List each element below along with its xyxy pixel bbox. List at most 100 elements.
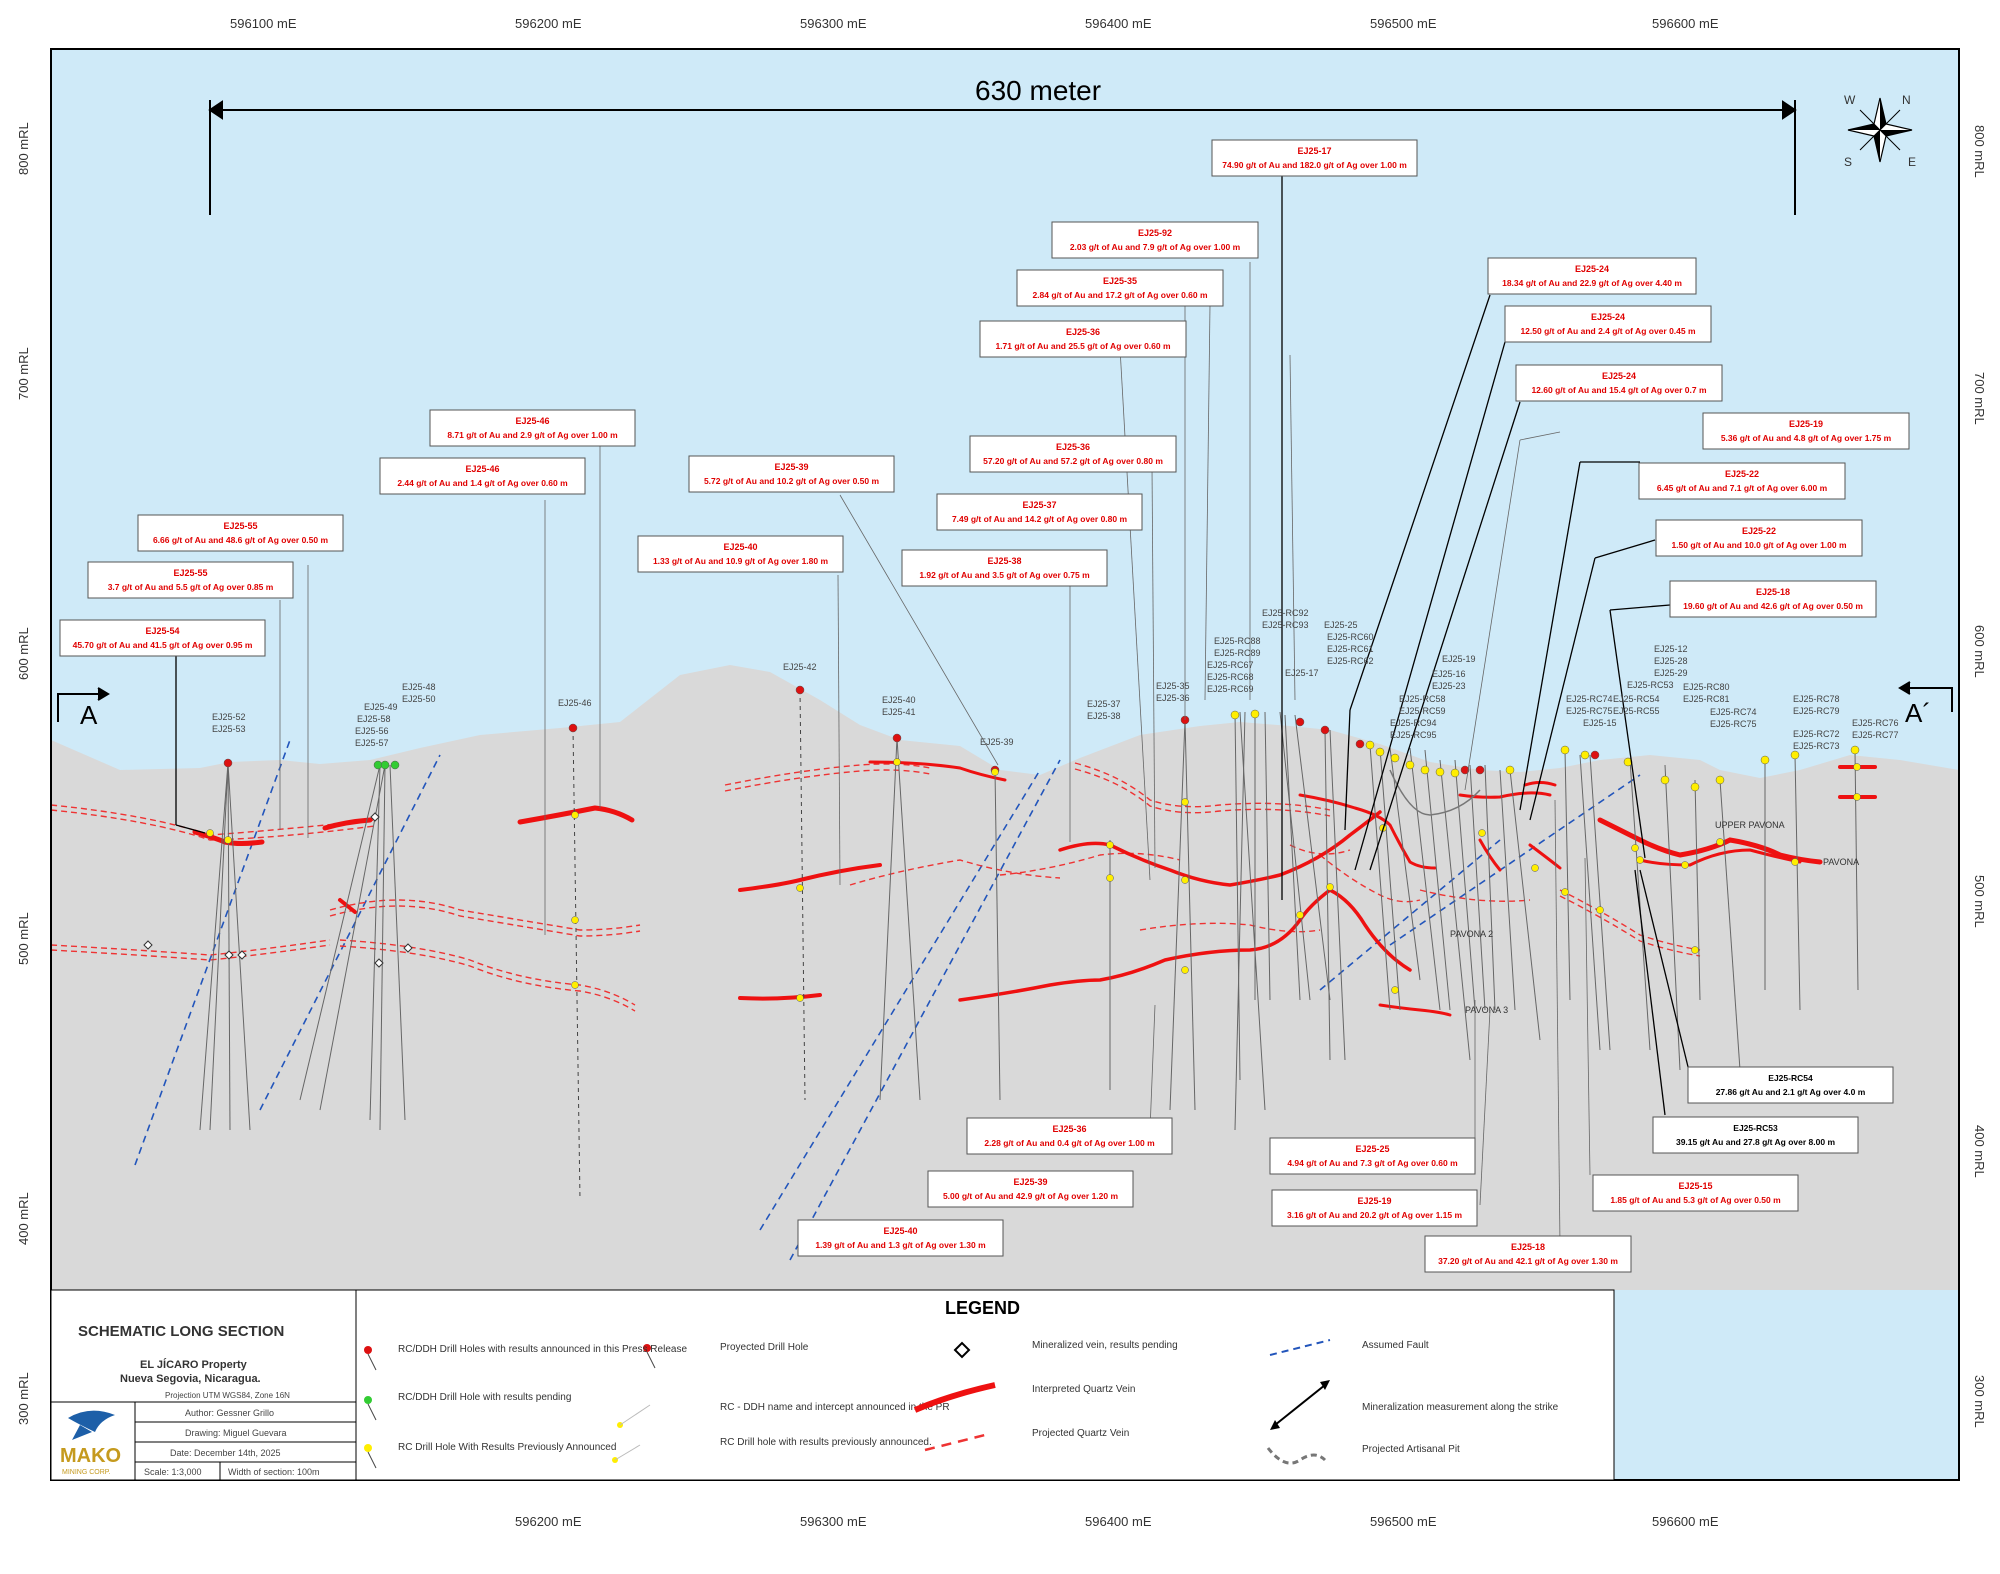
drill-hole-label: EJ25-RC89 — [1214, 648, 1261, 658]
intercept-hole: EJ25-17 — [1297, 146, 1331, 156]
intercept-box-frame — [927, 1170, 1134, 1208]
intercept-hole: EJ25-54 — [145, 626, 179, 636]
intercept-box: EJ25-54 45.70 g/t of Au and 41.5 g/t of A… — [59, 619, 266, 657]
vein-label: PAVONA 2 — [1450, 929, 1493, 939]
intercept-box: EJ25-36 57.20 g/t of Au and 57.2 g/t of A… — [969, 435, 1177, 473]
intercept-box: EJ25-15 1.85 g/t of Au and 5.3 g/t of Ag … — [1592, 1174, 1799, 1212]
compass-e: E — [1908, 155, 1916, 169]
intercept-value: 4.94 g/t of Au and 7.3 g/t of Ag over 0.… — [1287, 1158, 1458, 1168]
collars-previous — [1230, 709, 1860, 792]
intercept-hole: EJ25-35 — [1103, 276, 1137, 286]
y-tick-left: 400 mRL — [16, 1192, 31, 1245]
intercept-box: EJ25-17 74.90 g/t of Au and 182.0 g/t of … — [1211, 139, 1418, 177]
faults — [134, 739, 1641, 1261]
pending-diamonds — [143, 812, 413, 968]
author: Author: Gessner Grillo — [185, 1408, 274, 1418]
drill-hole-label: EJ25-RC76 — [1852, 718, 1899, 728]
intercept-box-frame — [797, 1219, 1004, 1257]
drill-hole-label: EJ25-56 — [355, 726, 389, 736]
intercept-box-frame — [87, 561, 294, 599]
intercept-box: EJ25-19 3.16 g/t of Au and 20.2 g/t of Ag… — [1271, 1189, 1478, 1227]
intercept-box: EJ25-40 1.39 g/t of Au and 1.3 g/t of Ag … — [797, 1219, 1004, 1257]
intercept-box-frame — [1655, 519, 1863, 557]
legend-label: Projected Artisanal Pit — [1362, 1444, 1460, 1455]
x-tick-bottom: 596200 mE — [515, 1514, 582, 1529]
intercept-box-frame — [1211, 139, 1418, 177]
intercept-hole: EJ25-40 — [723, 542, 757, 552]
intercept-value: 1.50 g/t of Au and 10.0 g/t of Ag over 1… — [1671, 540, 1847, 550]
drill-hole-label: EJ25-RC94 — [1390, 718, 1437, 728]
intercept-points — [206, 758, 1861, 1002]
intercept-box-frame — [429, 409, 636, 447]
intercept-value: 12.60 g/t of Au and 15.4 g/t of Ag over … — [1531, 385, 1707, 395]
intercept-hole: EJ25-55 — [223, 521, 257, 531]
intercept-hole: EJ25-36 — [1066, 327, 1100, 337]
intercept-box: EJ25-38 1.92 g/t of Au and 3.5 g/t of Ag … — [901, 549, 1108, 587]
drill-hole-label: EJ25-RC75 — [1566, 706, 1613, 716]
intercept-value: 1.85 g/t of Au and 5.3 g/t of Ag over 0.… — [1610, 1195, 1781, 1205]
drill-hole-label: EJ25-57 — [355, 738, 389, 748]
section-a-prime-label: A´ — [1905, 698, 1931, 728]
intercept-value: 1.39 g/t of Au and 1.3 g/t of Ag over 1.… — [815, 1240, 986, 1250]
y-axis-right: 800 mRL 700 mRL 600 mRL 500 mRL 400 mRL … — [1972, 125, 1987, 1428]
intercept-box: EJ25-18 19.60 g/t of Au and 42.6 g/t of A… — [1669, 580, 1877, 618]
drill-hole-label: EJ25-RC62 — [1327, 656, 1374, 666]
scale-text: Scale: 1:3,000 — [144, 1467, 202, 1477]
intercept-box-frame — [137, 514, 344, 552]
legend-label: Assumed Fault — [1362, 1340, 1429, 1351]
intercept-box: EJ25-24 12.60 g/t of Au and 15.4 g/t of A… — [1515, 364, 1723, 402]
intercept-box: EJ25-39 5.00 g/t of Au and 42.9 g/t of Ag… — [927, 1170, 1134, 1208]
y-tick-left: 600 mRL — [16, 627, 31, 680]
legend-label: RC Drill hole with results previously an… — [720, 1437, 932, 1448]
drill-hole-label: EJ25-RC55 — [1613, 706, 1660, 716]
intercept-hole: EJ25-39 — [1013, 1177, 1047, 1187]
drill-hole-label: EJ25-RC74 — [1710, 707, 1757, 717]
intercept-box-frame — [1504, 305, 1712, 343]
collars-pending — [373, 760, 400, 770]
x-tick-top: 596200 mE — [515, 16, 582, 31]
intercept-box: EJ25-36 2.28 g/t of Au and 0.4 g/t of Ag … — [966, 1117, 1173, 1155]
intercept-box-frame — [966, 1117, 1173, 1155]
y-axis-left: 800 mRL 700 mRL 600 mRL 500 mRL 400 mRL … — [16, 122, 31, 1425]
intercept-box-frame — [1515, 364, 1723, 402]
intercept-value: 8.71 g/t of Au and 2.9 g/t of Ag over 1.… — [447, 430, 618, 440]
compass-s: S — [1844, 155, 1852, 169]
drill-hole-label: EJ25-RC93 — [1262, 620, 1309, 630]
drill-hole-label: EJ25-RC58 — [1399, 694, 1446, 704]
drill-hole-label: EJ25-53 — [212, 724, 246, 734]
legend-label: Mineralization measurement along the str… — [1362, 1402, 1559, 1413]
intercept-box-frame — [1638, 462, 1846, 500]
drill-hole-label: EJ25-RC72 — [1793, 729, 1840, 739]
legend-label: RC - DDH name and intercept announced in… — [720, 1402, 950, 1413]
intercept-box-frame — [1424, 1235, 1632, 1273]
drill-hole-label: EJ25-42 — [783, 662, 817, 672]
title: SCHEMATIC LONG SECTION — [78, 1323, 284, 1340]
drill-hole-label: EJ25-50 — [402, 694, 436, 704]
legend-label: Proyected Drill Hole — [720, 1342, 809, 1353]
intercept-box-frame — [1271, 1189, 1478, 1227]
intercept-hole: EJ25-36 — [1052, 1124, 1086, 1134]
drill-hole-label: EJ25-12 — [1654, 644, 1688, 654]
intercept-box-frame — [1592, 1174, 1799, 1212]
compass-n: N — [1902, 93, 1911, 107]
intercept-hole: EJ25-RC53 — [1733, 1123, 1778, 1133]
logo-subtext: MINING CORP. — [62, 1469, 111, 1476]
intercept-hole: EJ25-18 — [1511, 1242, 1545, 1252]
drill-hole-label: EJ25-40 — [882, 695, 916, 705]
drill-hole-label: EJ25-RC95 — [1390, 730, 1437, 740]
intercept-box: EJ25-39 5.72 g/t of Au and 10.2 g/t of Ag… — [688, 455, 895, 493]
intercept-box-frame — [1687, 1066, 1894, 1104]
intercept-value: 37.20 g/t of Au and 42.1 g/t of Ag over … — [1438, 1256, 1618, 1266]
intercept-value: 27.86 g/t Au and 2.1 g/t Ag over 4.0 m — [1716, 1087, 1866, 1097]
date: Date: December 14th, 2025 — [170, 1448, 281, 1458]
intercept-value: 1.33 g/t of Au and 10.9 g/t of Ag over 1… — [653, 556, 829, 566]
intercept-box-frame — [936, 493, 1143, 531]
drill-hole-label: EJ25-38 — [1087, 711, 1121, 721]
intercept-box: EJ25-55 3.7 g/t of Au and 5.5 g/t of Ag o… — [87, 561, 294, 599]
drill-hole-label: EJ25-19 — [1442, 654, 1476, 664]
drill-hole-label: EJ25-17 — [1285, 668, 1319, 678]
logo-text: MAKO — [60, 1445, 121, 1467]
interpreted-veins — [192, 760, 1877, 1017]
compass-rose: N E S W — [1844, 93, 1916, 169]
intercept-box: EJ25-22 6.45 g/t of Au and 7.1 g/t of Ag … — [1638, 462, 1846, 500]
